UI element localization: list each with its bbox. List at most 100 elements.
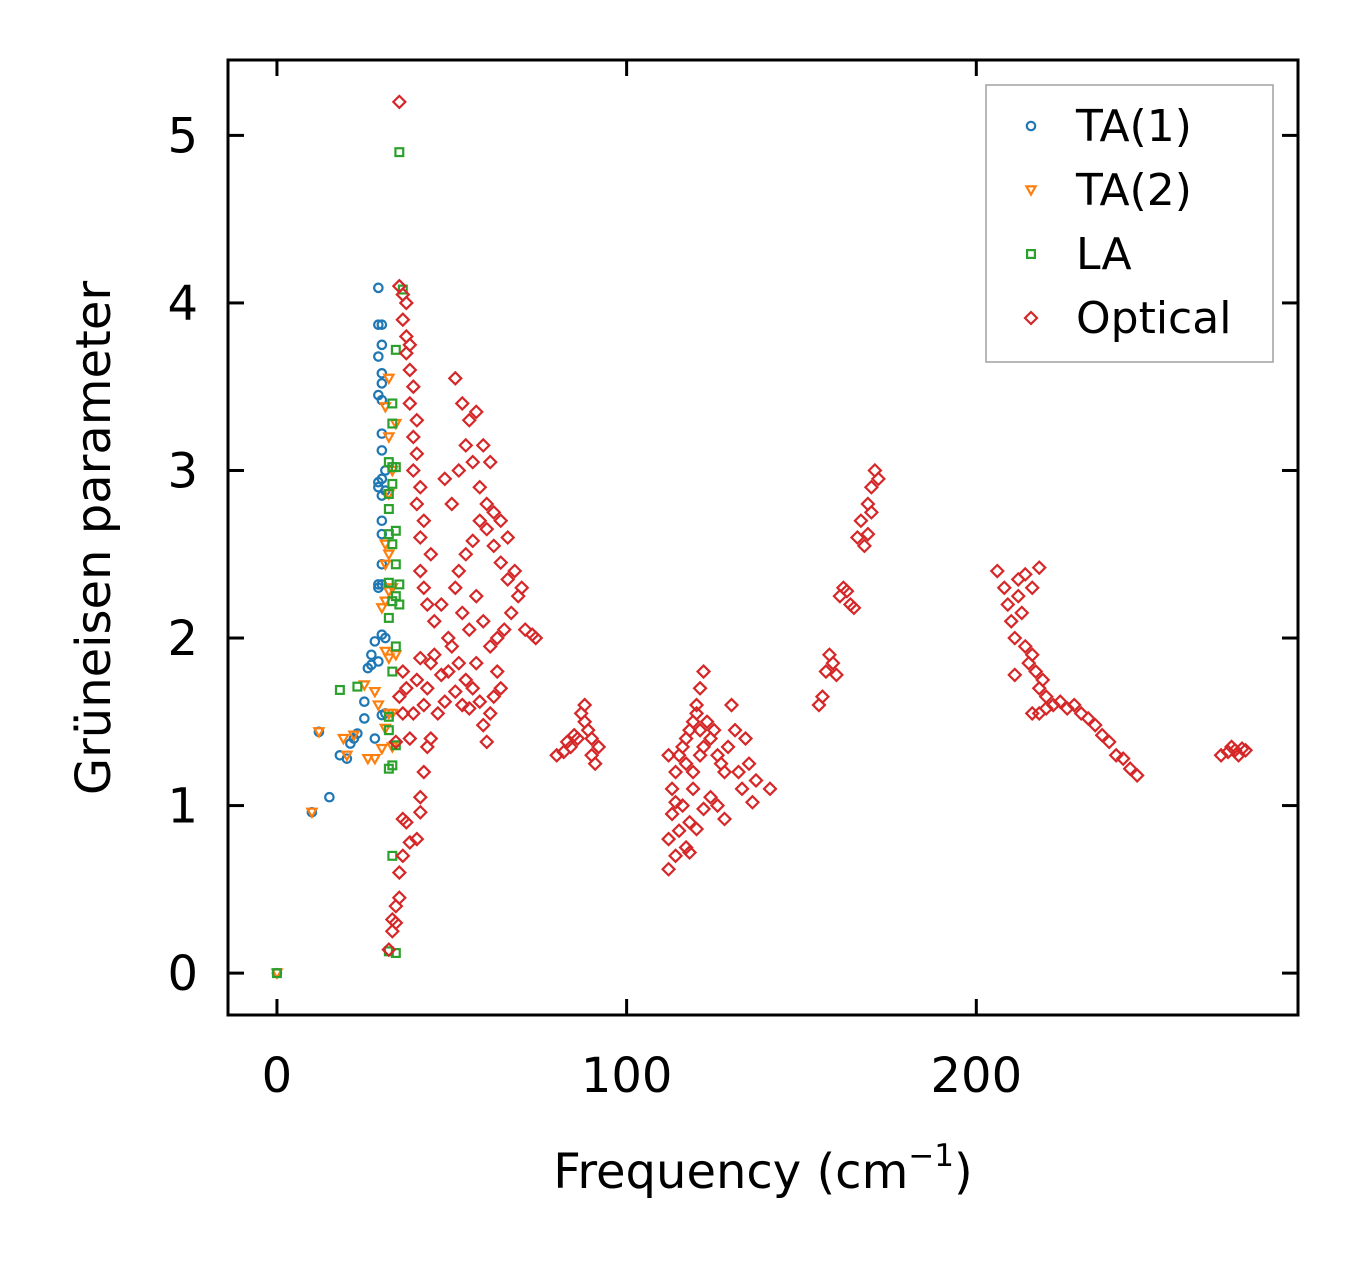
data-point (458, 672, 474, 688)
data-point (737, 730, 754, 747)
legend-label-ta1: TA(1) (1075, 101, 1192, 152)
data-point (860, 526, 876, 542)
data-point (391, 689, 407, 705)
data-point (461, 412, 477, 428)
data-point (486, 504, 502, 520)
data-point (695, 663, 712, 680)
data-point (1045, 697, 1061, 713)
legend-label-la: LA (1076, 229, 1132, 280)
data-point (1007, 667, 1023, 683)
data-point (395, 287, 411, 303)
data-point (668, 848, 684, 864)
data-point (390, 525, 401, 536)
data-point (493, 680, 509, 696)
data-point (395, 663, 411, 680)
data-point (818, 663, 834, 680)
data-point (336, 733, 350, 746)
data-point (409, 412, 425, 428)
data-point (378, 646, 392, 659)
data-point (472, 513, 488, 529)
data-point (1087, 717, 1103, 733)
data-point (375, 603, 389, 615)
data-point (387, 418, 398, 429)
data-point (566, 727, 582, 743)
data-point (451, 655, 467, 671)
data-point (451, 563, 467, 579)
data-point (412, 479, 428, 495)
data-point (380, 632, 391, 644)
data-point (426, 647, 442, 663)
data-point (405, 462, 421, 479)
data-point (500, 529, 516, 546)
data-point (402, 834, 418, 850)
data-point (1234, 741, 1250, 757)
data-point (388, 734, 404, 750)
data-point (387, 398, 398, 409)
data-point (514, 580, 530, 596)
data-point (412, 529, 428, 546)
legend-marker-ta1 (1025, 120, 1037, 132)
data-point (359, 696, 370, 707)
data-point (661, 831, 677, 847)
data-point (671, 823, 687, 839)
data-point (692, 747, 708, 763)
data-point (433, 596, 449, 613)
data-point (1010, 571, 1026, 587)
data-point (382, 432, 396, 444)
data-point (692, 680, 708, 696)
data-point (678, 756, 694, 772)
data-point (378, 559, 392, 572)
data-point (383, 725, 394, 736)
legend-marker-la (1025, 249, 1036, 260)
data-point (475, 613, 491, 629)
data-point (340, 750, 354, 763)
data-point (472, 694, 488, 710)
y-tick-label: 3 (167, 443, 198, 499)
data-point (486, 538, 502, 554)
data-point (458, 437, 474, 453)
data-point (395, 705, 411, 721)
data-point (559, 734, 575, 750)
data-point (419, 680, 435, 696)
legend-marker-optical (1023, 310, 1039, 326)
data-point (507, 563, 523, 579)
data-point (416, 697, 432, 713)
data-point (447, 370, 463, 386)
data-point (405, 379, 421, 395)
data-point (1220, 744, 1236, 760)
data-point (727, 722, 743, 738)
data-point (373, 579, 384, 590)
data-point (347, 730, 361, 743)
data-point (394, 147, 405, 158)
data-point (1052, 694, 1068, 710)
data-point (1038, 700, 1054, 716)
data-point (664, 781, 680, 797)
data-point (387, 478, 398, 489)
data-point (1017, 638, 1033, 654)
data-point (361, 753, 375, 766)
data-point (405, 705, 421, 721)
data-point (383, 488, 394, 499)
data-point (373, 351, 384, 362)
data-point (486, 689, 502, 705)
data-point (661, 861, 677, 877)
data-point (426, 613, 442, 629)
data-point (409, 496, 425, 512)
data-point (1094, 727, 1110, 743)
data-point (577, 714, 593, 730)
data-point (409, 672, 425, 688)
data-point (741, 756, 757, 772)
data-point (433, 667, 449, 683)
data-point (468, 588, 484, 604)
data-point (549, 747, 565, 763)
data-point (447, 580, 463, 596)
data-point (369, 733, 381, 744)
plot-frame (226, 58, 1300, 1017)
data-point (1024, 647, 1040, 663)
data-point (402, 362, 418, 378)
data-point (496, 622, 512, 638)
data-point (1035, 672, 1051, 688)
data-point (394, 599, 405, 610)
data-point (1059, 700, 1075, 716)
data-point (373, 319, 384, 331)
